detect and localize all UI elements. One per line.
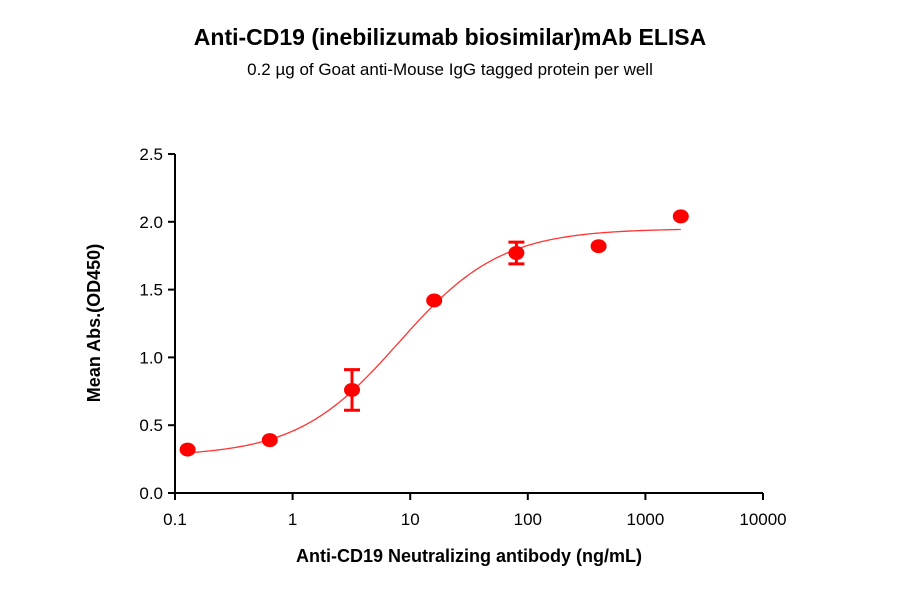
x-axis-title: Anti-CD19 Neutralizing antibody (ng/mL) xyxy=(296,546,642,566)
chart-title: Anti-CD19 (inebilizumab biosimilar)mAb E… xyxy=(193,24,707,50)
y-tick-label: 2.5 xyxy=(139,145,163,164)
chart-subtitle: 0.2 µg of Goat anti-Mouse IgG tagged pro… xyxy=(247,60,653,79)
x-tick-label: 1000 xyxy=(626,510,664,529)
fit-curve-group xyxy=(187,228,681,454)
fit-curve xyxy=(187,228,681,454)
x-tick-label: 0.1 xyxy=(163,510,187,529)
y-tick-label: 0.0 xyxy=(139,484,163,503)
data-point xyxy=(508,245,525,260)
data-point xyxy=(179,442,196,457)
y-axis-title: Mean Abs.(OD450) xyxy=(84,244,104,402)
x-tick-label: 100 xyxy=(514,510,542,529)
y-tick-label: 1.5 xyxy=(139,281,163,300)
y-tick-label: 1.0 xyxy=(139,348,163,367)
y-tick-label: 0.5 xyxy=(139,416,163,435)
data-point xyxy=(261,433,278,448)
data-points xyxy=(179,209,689,457)
data-point xyxy=(344,382,361,397)
data-point xyxy=(590,239,607,254)
axes: 0.0 0.5 1.0 1.5 2.0 2.5 0.1 1 10 100 1000 10000 xyxy=(139,145,786,529)
x-tick-label: 10000 xyxy=(739,510,786,529)
data-point xyxy=(426,293,443,308)
data-point xyxy=(672,209,689,224)
x-tick-label: 10 xyxy=(401,510,420,529)
x-tick-label: 1 xyxy=(288,510,297,529)
y-tick-label: 2.0 xyxy=(139,213,163,232)
